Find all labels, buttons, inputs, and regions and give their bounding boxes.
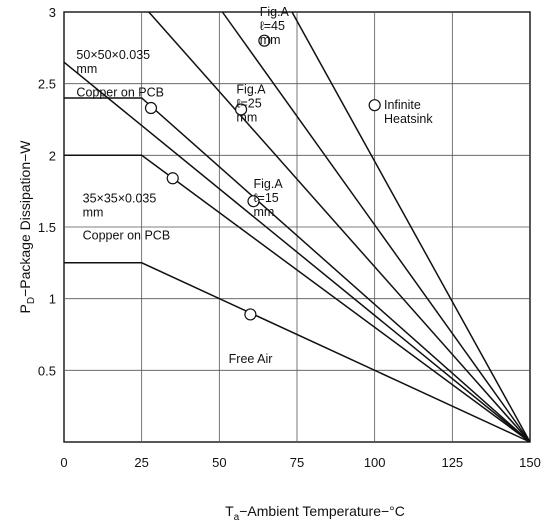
- y-tick-label: 0.5: [38, 363, 56, 378]
- marker-infinite: [368, 99, 381, 112]
- x-axis-title: Ta−Ambient Temperature−°C: [225, 503, 405, 523]
- marker-35x35: [166, 172, 179, 185]
- annotation-line: ℓ=15: [254, 191, 279, 205]
- annotation-line: Fig.A: [254, 177, 284, 191]
- annotation-line: Copper on PCB: [76, 85, 164, 99]
- x-tick-label: 0: [60, 455, 67, 470]
- tick-labels: 0 25 50 75 100 125 150 0.5 1 1.5 2 2.5 3: [38, 5, 541, 470]
- marker-free-air: [244, 308, 257, 321]
- annotation-line: Free Air: [229, 352, 273, 366]
- annotation-line: Heatsink: [384, 112, 433, 126]
- annotation-line: Fig.A: [236, 82, 266, 96]
- series-line: [291, 11, 531, 443]
- series-line: [64, 97, 531, 443]
- series-line: [64, 262, 531, 443]
- y-tick-label: 2: [49, 148, 56, 163]
- series-line: [148, 11, 531, 443]
- annotation-line: mm: [254, 205, 275, 219]
- y-axis-title: PD−Package Dissipation−W: [17, 140, 37, 314]
- marker-50x50: [144, 101, 158, 115]
- annotation-line: mm: [236, 110, 257, 124]
- annotation-line: ℓ=25: [236, 96, 261, 110]
- annotation-line: mm: [83, 205, 104, 219]
- marker-l15: [247, 195, 260, 208]
- annotation-line: mm: [260, 33, 281, 47]
- annotations: Fig.Aℓ=45mmFig.Aℓ=25mmFig.Aℓ=15mmInfinit…: [76, 5, 433, 366]
- annotation-line: Fig.A: [260, 5, 290, 19]
- x-tick-label: 100: [364, 455, 386, 470]
- y-tick-label: 2.5: [38, 77, 56, 92]
- annotation-line: 35×35×0.035: [83, 191, 157, 205]
- x-tick-label: 25: [134, 455, 148, 470]
- series-line: [64, 154, 531, 443]
- series-lines: [63, 11, 531, 443]
- annotation-line: ℓ=45: [260, 19, 285, 33]
- annotation-line: 50×50×0.035: [76, 48, 150, 62]
- marker-l45: [258, 34, 271, 47]
- y-tick-label: 1.5: [38, 220, 56, 235]
- y-tick-label: 3: [49, 5, 56, 20]
- series-markers: [144, 34, 381, 321]
- series-line: [63, 61, 531, 443]
- annotation-line: mm: [76, 62, 97, 76]
- y-tick-label: 1: [49, 292, 56, 307]
- x-tick-label: 75: [290, 455, 304, 470]
- annotation-line: Copper on PCB: [83, 229, 171, 243]
- x-tick-label: 125: [441, 455, 463, 470]
- x-tick-label: 50: [212, 455, 226, 470]
- marker-l25: [234, 103, 248, 116]
- series-line: [221, 11, 531, 443]
- grid: [64, 12, 530, 442]
- annotation-line: Infinite: [384, 98, 421, 112]
- x-tick-label: 150: [519, 455, 541, 470]
